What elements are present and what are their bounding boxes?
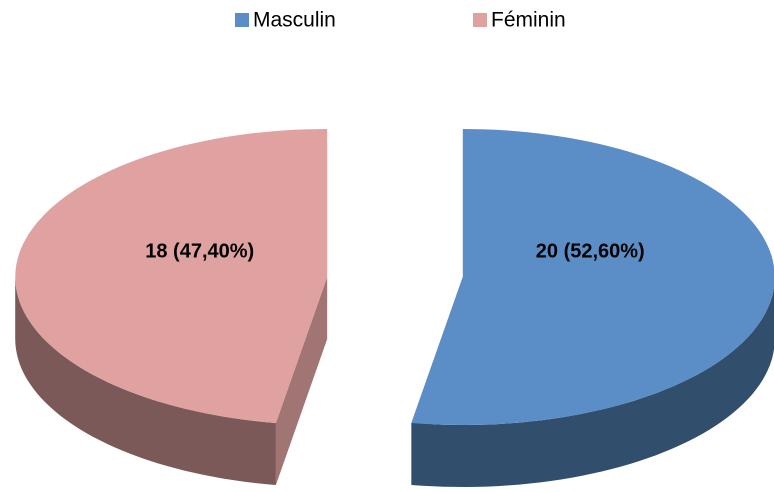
legend-swatch — [473, 13, 487, 27]
slice-top — [15, 129, 328, 423]
pie-slice — [411, 129, 774, 487]
slice-cut-face — [275, 277, 328, 485]
slice-side — [15, 277, 276, 485]
pie-slice — [15, 129, 328, 485]
legend-label: Masculin — [253, 9, 336, 32]
slice-side — [411, 287, 774, 487]
value-label: 20 (52,60%) — [536, 240, 645, 262]
slice-top — [411, 129, 774, 425]
legend-swatch — [235, 13, 249, 27]
value-label: 18 (47,40%) — [145, 240, 254, 262]
legend-label: Féminin — [491, 9, 566, 32]
